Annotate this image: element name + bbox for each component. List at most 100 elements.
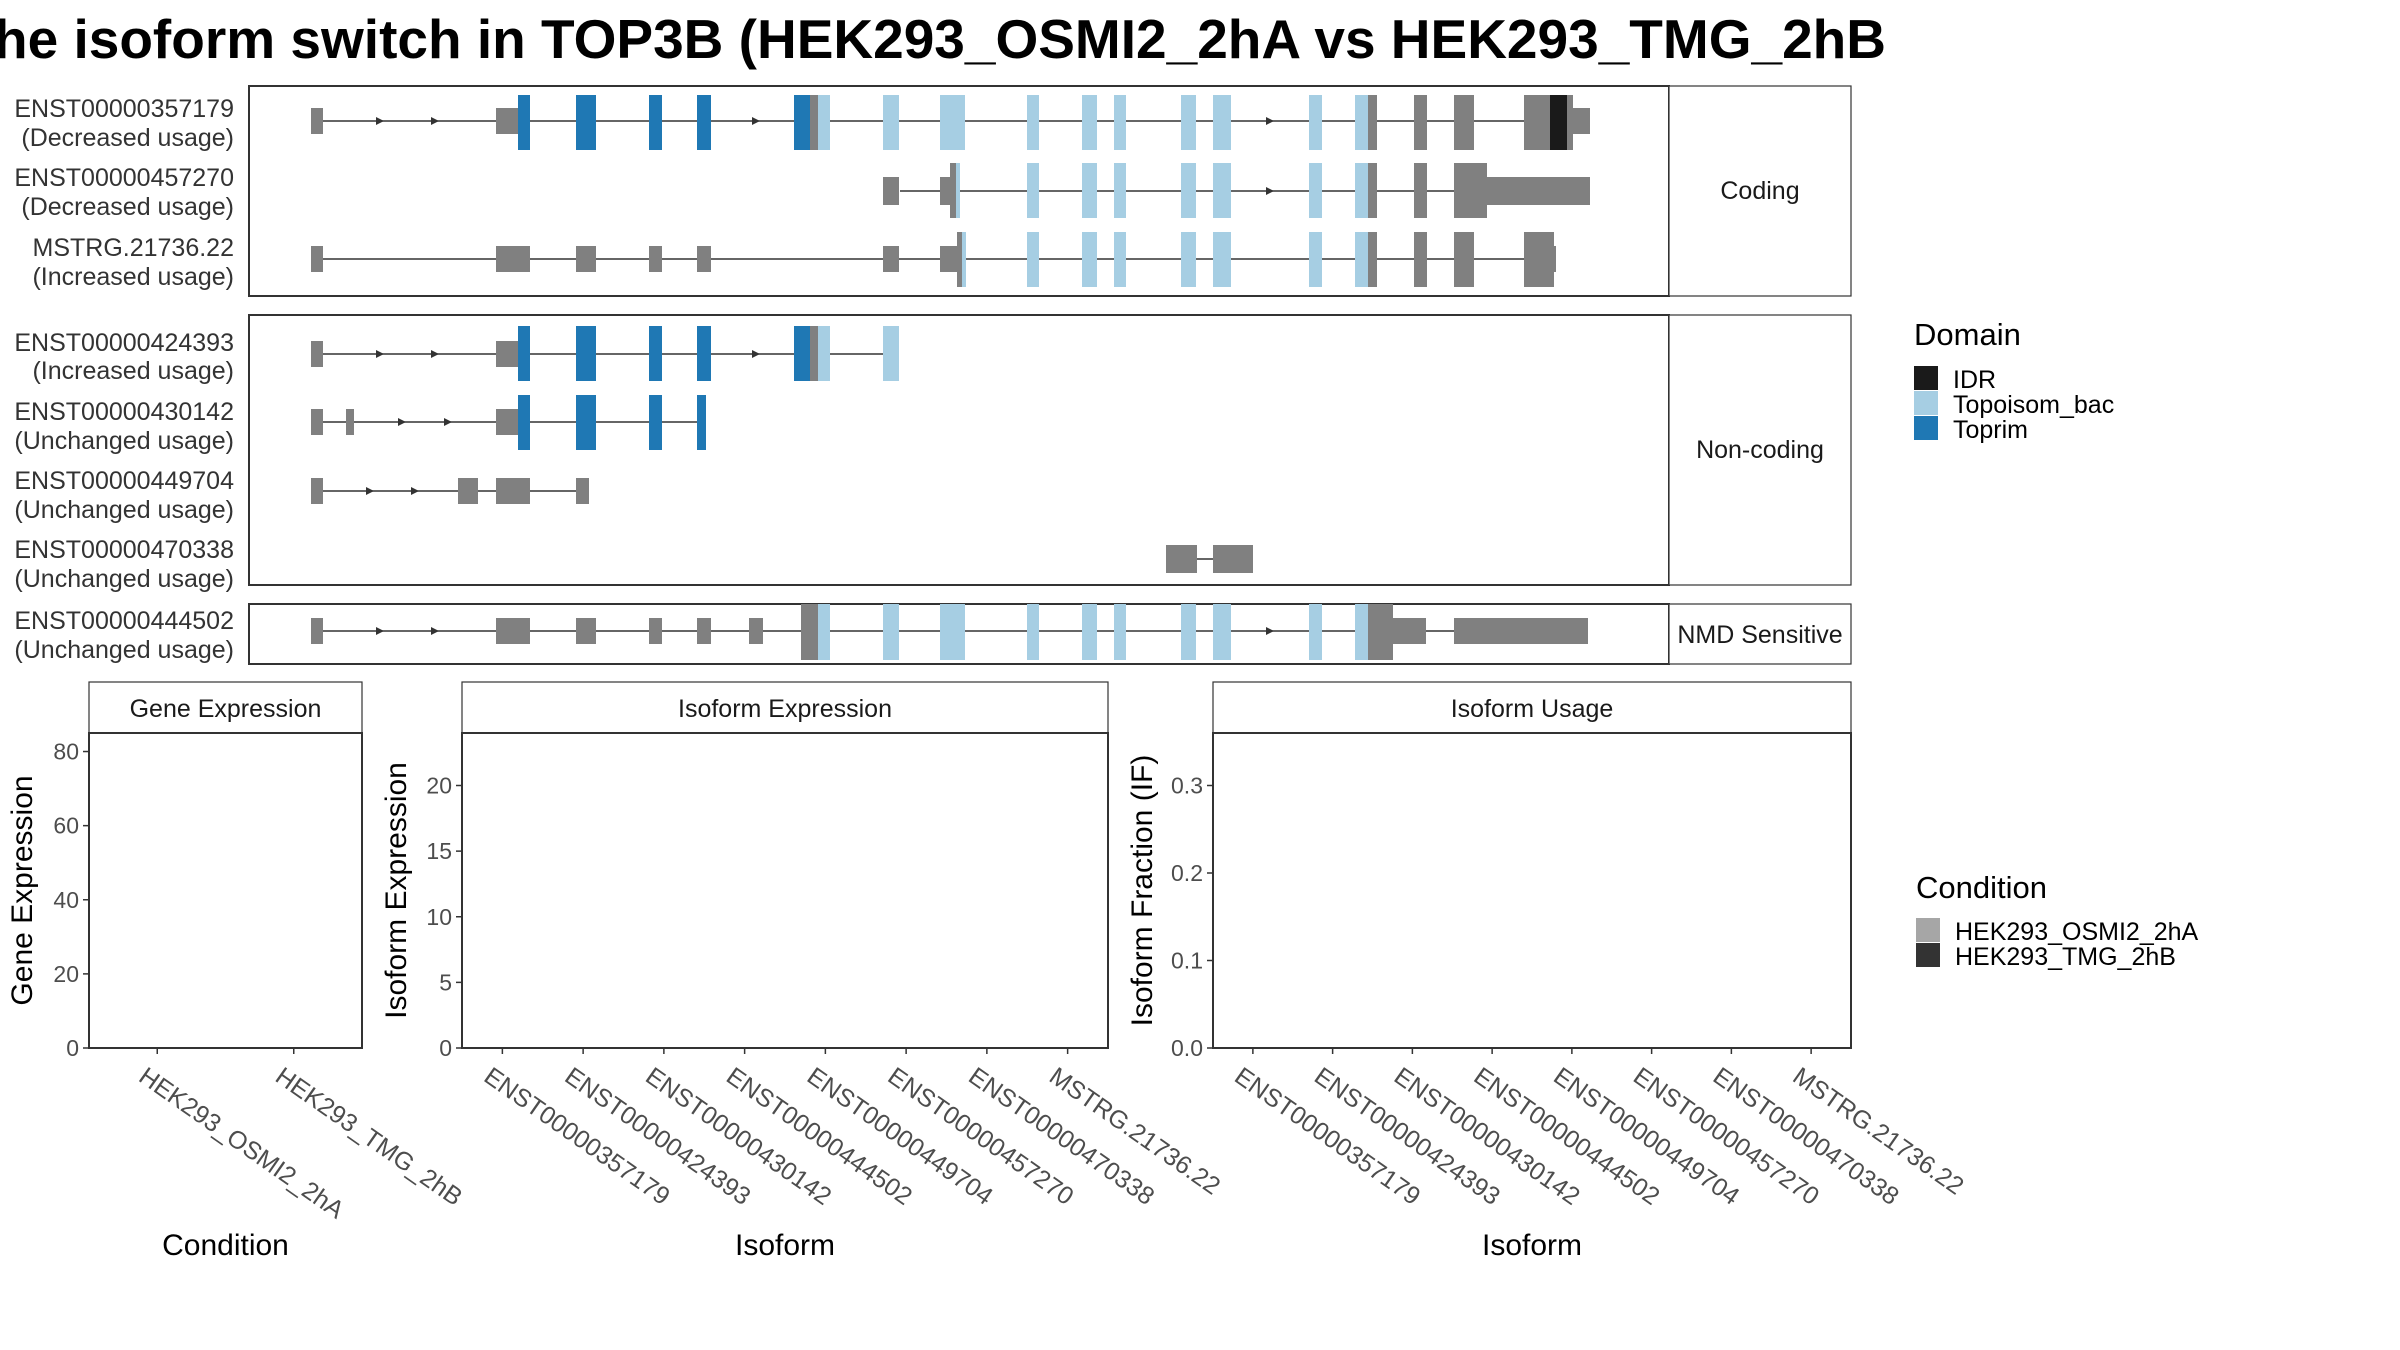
exon-topoisom bbox=[1114, 163, 1126, 218]
exon bbox=[801, 604, 818, 660]
exon-topoisom bbox=[1082, 232, 1097, 287]
exon-toprim bbox=[697, 95, 711, 150]
exon bbox=[697, 246, 711, 272]
strand-arrow bbox=[376, 350, 384, 358]
exon bbox=[311, 108, 323, 134]
tx-usage-444502: (Unchanged usage) bbox=[14, 636, 234, 664]
legend-label-condA: HEK293_OSMI2_2hA bbox=[1955, 918, 2199, 946]
exon-topoisom bbox=[1355, 604, 1368, 660]
strand-arrow bbox=[752, 350, 760, 358]
transcript-424393 bbox=[311, 326, 899, 381]
exon bbox=[311, 618, 323, 644]
exon bbox=[1368, 604, 1393, 660]
x-axis-title: Isoform bbox=[1482, 1229, 1582, 1262]
exon bbox=[749, 618, 763, 644]
exon bbox=[957, 232, 962, 287]
exon-topoisom bbox=[1114, 604, 1126, 660]
exon bbox=[1166, 545, 1197, 573]
y-tick-label: 0 bbox=[439, 1035, 452, 1061]
exon-topoisom bbox=[1027, 232, 1039, 287]
panel-strip-label: Isoform Expression bbox=[678, 695, 892, 723]
legend-domain-title: Domain bbox=[1914, 317, 2021, 352]
strip-noncoding bbox=[1668, 314, 1852, 586]
transcript-430142 bbox=[311, 395, 706, 450]
exon-topoisom bbox=[1309, 163, 1322, 218]
exon bbox=[1414, 232, 1427, 287]
y-tick-label: 20 bbox=[53, 961, 79, 987]
panel-noncoding bbox=[248, 314, 1670, 586]
exon-topoisom bbox=[1082, 95, 1097, 150]
exon-toprim bbox=[518, 326, 530, 381]
transcript-457270 bbox=[883, 163, 1590, 218]
legend-key-topoisom bbox=[1914, 391, 1938, 415]
exon-topoisom bbox=[1027, 95, 1039, 150]
tx-label-mstrg: MSTRG.21736.22 bbox=[33, 234, 235, 262]
tx-label-357179: ENST00000357179 bbox=[14, 95, 234, 123]
exon-toprim bbox=[697, 326, 711, 381]
panel-strip bbox=[88, 681, 363, 734]
y-tick-label: 0.1 bbox=[1171, 948, 1203, 974]
y-tick-label: 80 bbox=[53, 739, 79, 765]
strand-arrow bbox=[431, 117, 439, 125]
strand-arrow bbox=[411, 487, 419, 495]
exon-toprim bbox=[649, 95, 662, 150]
exon bbox=[496, 478, 530, 504]
legend-label-idr: IDR bbox=[1953, 366, 1996, 394]
panel-strip-label: Isoform Usage bbox=[1451, 695, 1614, 723]
y-tick-label: 5 bbox=[439, 969, 452, 995]
transcript-357179 bbox=[311, 95, 1590, 150]
tx-usage-mstrg: (Increased usage) bbox=[32, 263, 234, 291]
exon-topoisom bbox=[1355, 232, 1368, 287]
exon bbox=[940, 246, 957, 272]
exon-topoisom bbox=[1213, 163, 1231, 218]
exon-topoisom bbox=[1309, 95, 1322, 150]
exon bbox=[311, 246, 323, 272]
legend-condition: Condition HEK293_OSMI2_2hA HEK293_TMG_2h… bbox=[1916, 870, 2199, 971]
exon bbox=[458, 478, 478, 504]
exon-idr bbox=[1550, 95, 1567, 150]
tx-usage-424393: (Increased usage) bbox=[32, 357, 234, 385]
tx-label-430142: ENST00000430142 bbox=[14, 398, 234, 426]
figure-title: he isoform switch in TOP3B (HEK293_OSMI2… bbox=[0, 8, 1886, 70]
exon-topoisom bbox=[956, 163, 960, 218]
intron-arrows bbox=[366, 117, 1274, 635]
exon-toprim bbox=[576, 95, 596, 150]
exon bbox=[496, 108, 518, 134]
strip-coding bbox=[1668, 85, 1852, 297]
legend-key-condB bbox=[1916, 943, 1940, 967]
chart-gene-expression: Gene Expression020406080HEK293_OSMI2_2hA… bbox=[6, 681, 467, 1262]
exon-topoisom bbox=[1355, 163, 1368, 218]
exon-topoisom bbox=[883, 326, 899, 381]
exon-toprim bbox=[576, 326, 596, 381]
exon bbox=[1454, 163, 1487, 218]
exon bbox=[1414, 95, 1427, 150]
strand-arrow bbox=[431, 627, 439, 635]
exon-topoisom bbox=[1114, 95, 1126, 150]
strip-label-nmd: NMD Sensitive bbox=[1677, 621, 1842, 649]
exon bbox=[1393, 618, 1426, 644]
panel-border bbox=[461, 732, 1109, 1049]
legend-key-idr bbox=[1914, 366, 1938, 390]
exon-topoisom bbox=[1181, 95, 1196, 150]
panel-strip bbox=[1212, 681, 1852, 734]
exon-toprim bbox=[697, 395, 706, 450]
y-tick-label: 0.0 bbox=[1171, 1035, 1203, 1061]
strand-arrow bbox=[1266, 627, 1274, 635]
exon-topoisom bbox=[1213, 232, 1231, 287]
exon bbox=[1524, 95, 1550, 150]
y-tick-label: 0.2 bbox=[1171, 860, 1203, 886]
exon bbox=[576, 246, 596, 272]
strand-arrow bbox=[431, 350, 439, 358]
panel-border bbox=[1212, 732, 1852, 1049]
exon bbox=[1368, 163, 1377, 218]
y-tick-label: 60 bbox=[53, 813, 79, 839]
tx-usage-357179: (Decreased usage) bbox=[21, 124, 234, 152]
exon-topoisom bbox=[1213, 604, 1231, 660]
exon bbox=[1454, 232, 1474, 287]
exon bbox=[311, 409, 323, 435]
exon-topoisom bbox=[1027, 604, 1039, 660]
strand-arrow bbox=[1266, 187, 1274, 195]
exon bbox=[346, 409, 354, 435]
exon bbox=[1213, 545, 1253, 573]
transcript-structure-area: Coding Non-coding NMD Sensitive ENST0000… bbox=[14, 85, 1852, 665]
